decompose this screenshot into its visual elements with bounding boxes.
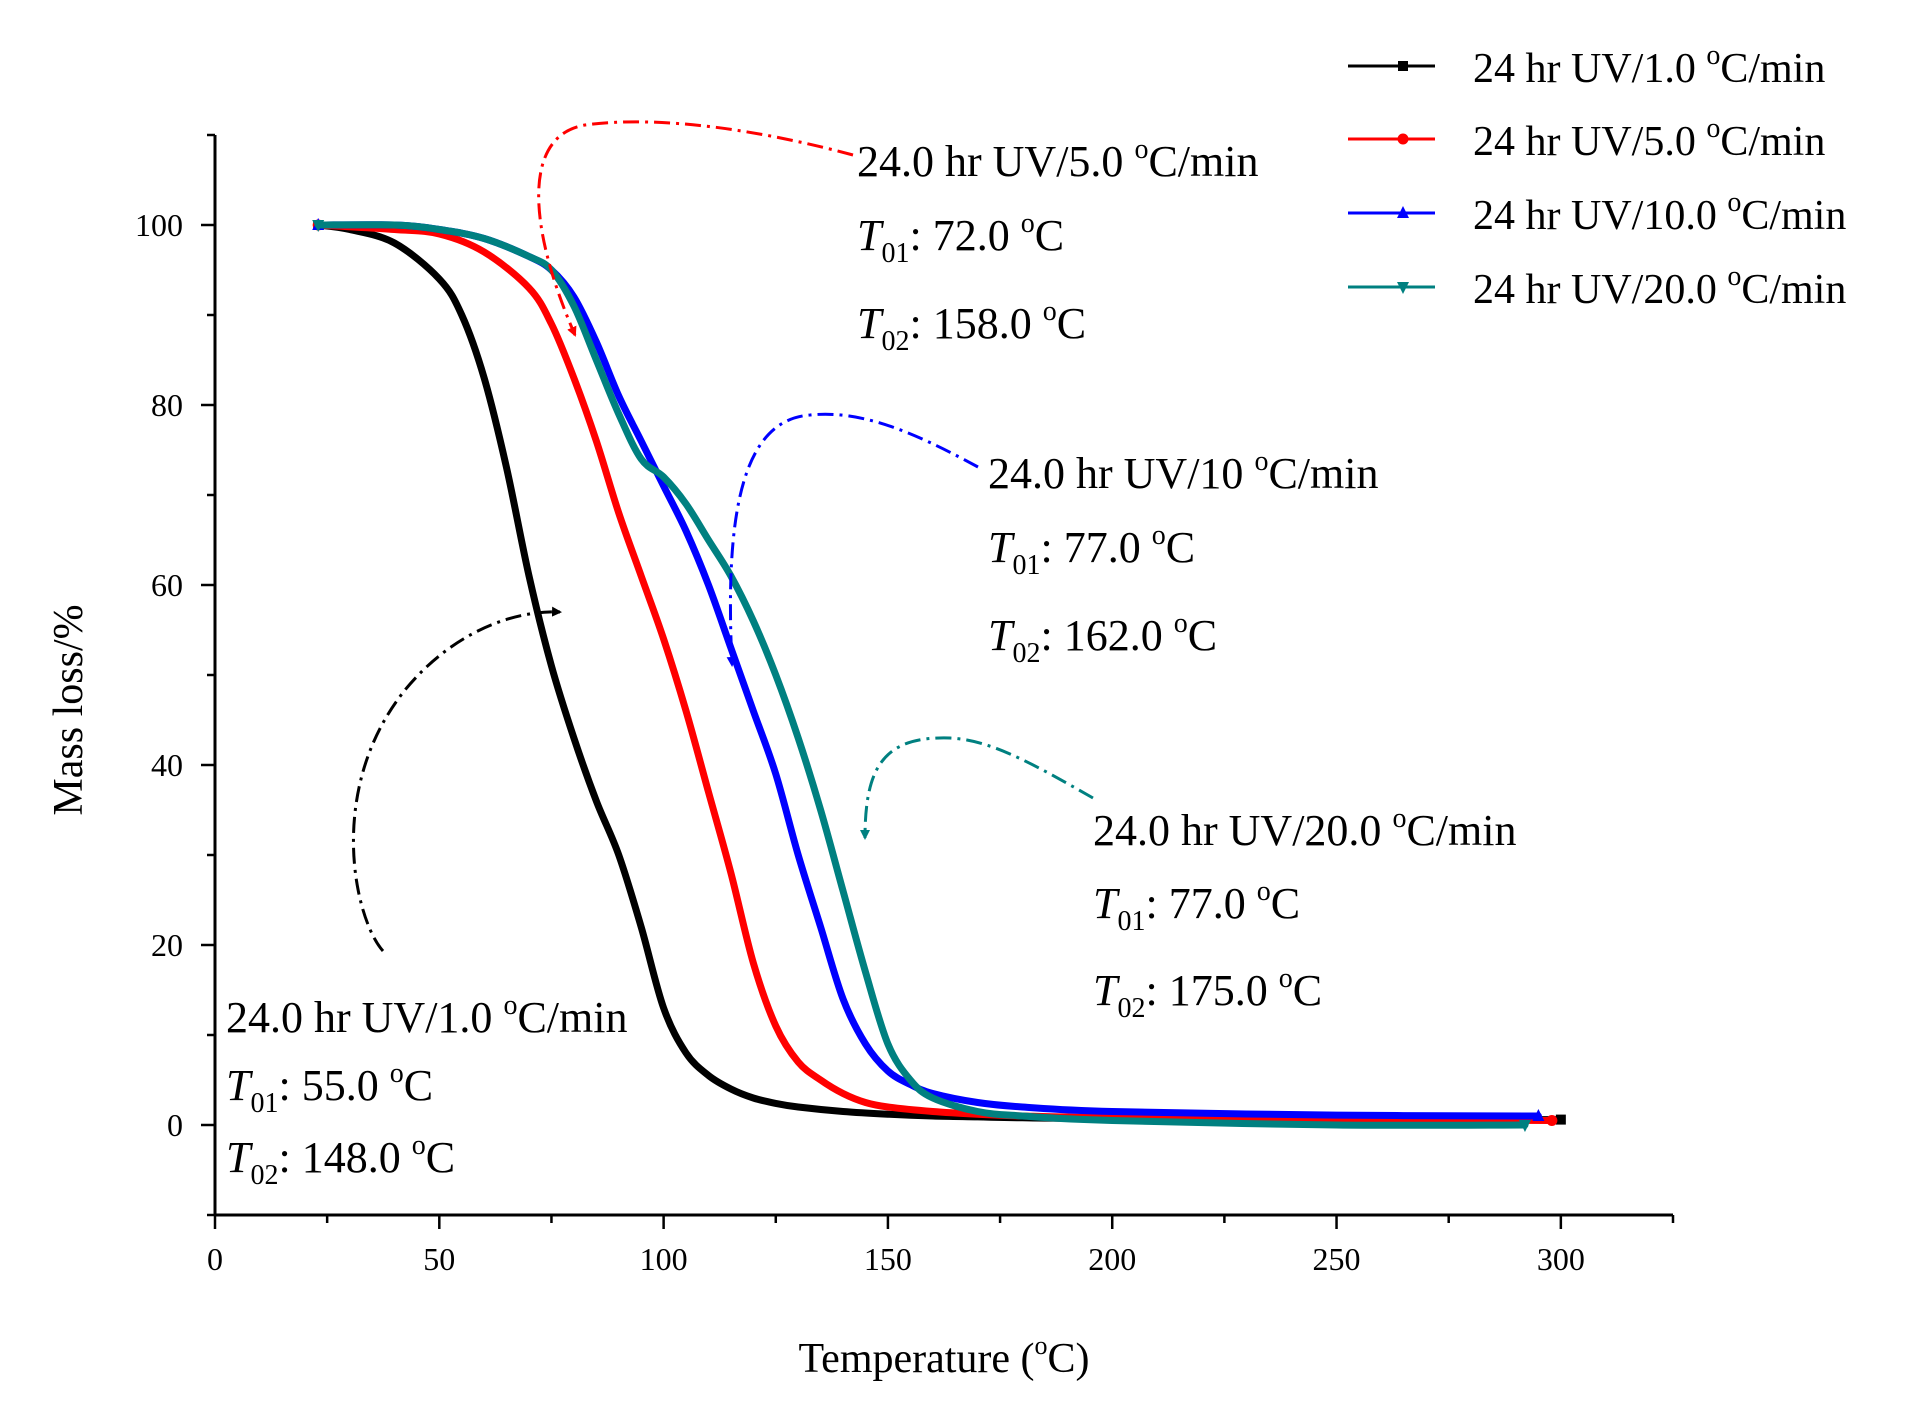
series-marker-3: [312, 220, 325, 232]
x-tick-label: 50: [423, 1241, 455, 1277]
annotation-5c-title: 24.0 hr UV/5.0 oC/min: [857, 134, 1258, 186]
annotation-10c-title: 24.0 hr UV/10 oC/min: [988, 446, 1378, 498]
annotation-arrow-5c: [537, 120, 854, 337]
x-tick-label: 200: [1088, 1241, 1136, 1277]
legend-label-20c: 24 hr UV/20.0 oC/min: [1473, 261, 1846, 313]
legend-marker-5c: [1397, 133, 1409, 145]
legend-item-1c: 24 hr UV/1.0 oC/min: [1348, 40, 1825, 92]
annotation-arrow-1c: [352, 606, 562, 953]
series-marker-0: [1555, 1114, 1566, 1125]
legend-item-10c: 24 hr UV/10.0 oC/min: [1348, 187, 1846, 239]
x-tick-label: 250: [1313, 1241, 1361, 1277]
y-tick-label: 0: [167, 1107, 183, 1143]
x-tick-label: 0: [207, 1241, 223, 1277]
annotation-1c-title: 24.0 hr UV/1.0 oC/min: [226, 990, 627, 1042]
legend-marker-1c: [1398, 61, 1408, 71]
series-line-2: [314, 221, 1542, 1120]
legend: 24 hr UV/1.0 oC/min 24 hr UV/5.0 oC/min …: [1348, 40, 1846, 313]
series-marker-1: [1546, 1115, 1558, 1126]
annotation-10c-t02: T02: 162.0 oC: [988, 608, 1217, 669]
annotation-1c: 24.0 hr UV/1.0 oC/min T01: 55.0 oC T02: …: [226, 990, 627, 1191]
legend-item-20c: 24 hr UV/20.0 oC/min: [1348, 261, 1846, 313]
x-ticks: 0 50 100 150 200 250 300: [207, 1215, 1675, 1277]
legend-item-5c: 24 hr UV/5.0 oC/min: [1348, 113, 1825, 165]
annotation-arrow-10c: [726, 412, 979, 667]
series-layer: [312, 218, 1566, 1132]
y-ticks: 0 20 40 60 80 100: [135, 133, 215, 1217]
y-tick-label: 40: [151, 747, 183, 783]
y-tick-label: 60: [151, 567, 183, 603]
annotation-20c-t02: T02: 175.0 oC: [1093, 963, 1322, 1024]
annotation-20c: 24.0 hr UV/20.0 oC/min T01: 77.0 oC T02:…: [1093, 803, 1516, 1024]
annotation-5c-t02: T02: 158.0 oC: [857, 296, 1086, 357]
series-line-3: [314, 221, 1529, 1129]
y-tick-label: 80: [151, 387, 183, 423]
series-line-0: [314, 221, 1565, 1124]
legend-marker-10c: [1397, 206, 1409, 218]
annotation-1c-t01: T01: 55.0 oC: [226, 1058, 433, 1119]
x-tick-label: 150: [864, 1241, 912, 1277]
legend-marker-20c: [1397, 282, 1409, 294]
series-marker-3: [1518, 1120, 1531, 1132]
x-axis-title: Temperature (oC): [798, 1331, 1089, 1382]
annotation-arrow-20c: [860, 736, 1094, 840]
legend-label-5c: 24 hr UV/5.0 oC/min: [1473, 113, 1825, 165]
series-line-1: [314, 221, 1556, 1124]
annotation-1c-t02: T02: 148.0 oC: [226, 1130, 455, 1191]
x-tick-label: 300: [1537, 1241, 1585, 1277]
y-tick-label: 20: [151, 927, 183, 963]
annotation-20c-t01: T01: 77.0 oC: [1093, 876, 1300, 937]
annotation-10c: 24.0 hr UV/10 oC/min T01: 77.0 oC T02: 1…: [988, 446, 1378, 669]
x-tick-label: 100: [640, 1241, 688, 1277]
annotation-5c: 24.0 hr UV/5.0 oC/min T01: 72.0 oC T02: …: [857, 134, 1258, 357]
series-marker-2: [1532, 1109, 1545, 1121]
annotation-20c-title: 24.0 hr UV/20.0 oC/min: [1093, 803, 1516, 855]
y-tick-label: 100: [135, 207, 183, 243]
annotation-10c-t01: T01: 77.0 oC: [988, 520, 1195, 581]
axes: [213, 135, 1673, 1217]
legend-label-1c: 24 hr UV/1.0 oC/min: [1473, 40, 1825, 92]
annotation-5c-t01: T01: 72.0 oC: [857, 208, 1064, 269]
legend-label-10c: 24 hr UV/10.0 oC/min: [1473, 187, 1846, 239]
annotation-arrows: [352, 120, 1094, 953]
y-axis-title: Mass loss/%: [46, 604, 92, 815]
